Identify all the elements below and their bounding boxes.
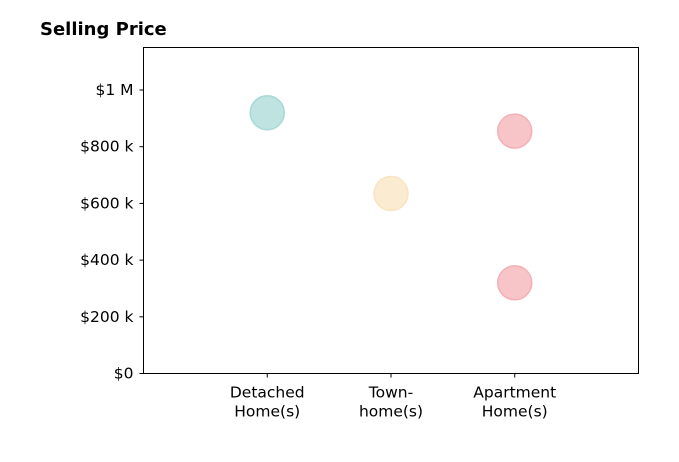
- y-tick-label: $400 k: [80, 251, 133, 269]
- y-tick-label: $600 k: [80, 194, 133, 212]
- y-tick-label: $200 k: [80, 308, 133, 326]
- x-tick-label: Town-home(s): [359, 384, 423, 421]
- data-point: [497, 265, 533, 301]
- y-tick-label: $0: [114, 365, 134, 383]
- x-tick-label-line: Detached: [230, 384, 305, 402]
- y-axis: $0 $200 k $400 k $600 k $800 k $1 M: [80, 81, 144, 383]
- data-point: [249, 94, 285, 131]
- y-tick-label: $800 k: [80, 138, 133, 156]
- points-layer: [249, 94, 533, 301]
- x-tick-label: Apartment Home(s): [473, 384, 556, 421]
- chart-title: Selling Price: [40, 19, 167, 40]
- x-tick-label-line: Home(s): [482, 403, 548, 421]
- data-point: [373, 175, 409, 212]
- x-tick-label-line: Apartment: [473, 384, 556, 402]
- x-tick-label-line: home(s): [359, 403, 423, 421]
- data-point: [497, 113, 533, 149]
- y-tick-label: $1 M: [95, 81, 133, 99]
- x-tick-label: Detached Home(s): [230, 384, 305, 421]
- x-tick-label-line: Town-: [368, 384, 413, 402]
- x-axis: Detached Home(s)Town-home(s)Apartment Home…: [230, 373, 556, 421]
- x-tick-label-line: Home(s): [234, 403, 300, 421]
